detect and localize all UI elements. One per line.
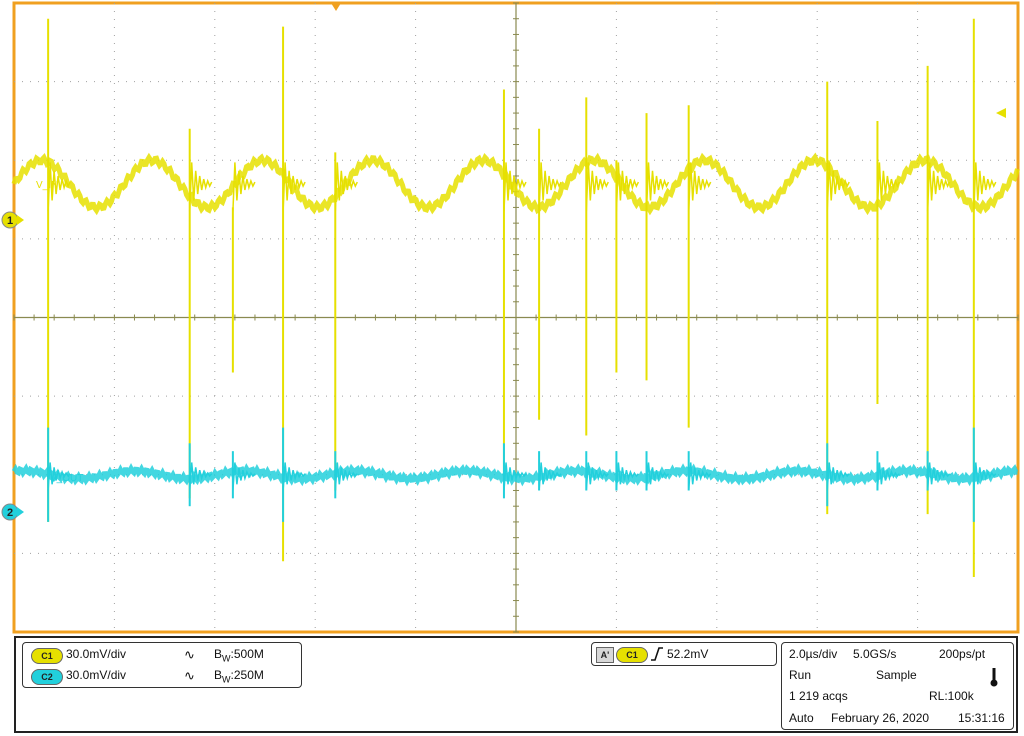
timebase: 2.0µs/div: [789, 647, 838, 661]
ringing-v-out: [538, 462, 562, 491]
acq-mode: Sample: [876, 668, 917, 682]
trigger-level: 52.2mV: [667, 647, 709, 661]
waveform-display: V_IN V_OUT 1 2: [1, 1, 1020, 634]
ringing-v-out: [503, 462, 527, 491]
acquisition-count: 1 219 acqs: [789, 689, 848, 703]
ringing-v-in: [926, 162, 951, 212]
c2-bandwidth: BW:250M: [214, 668, 264, 685]
c1-bandwidth-icon: ∿: [184, 647, 195, 662]
ringing-v-out: [973, 462, 997, 491]
ringing-v-in: [503, 162, 527, 212]
ringing-v-out: [926, 462, 951, 491]
ringing-v-in: [826, 162, 850, 212]
ringing-v-in: [232, 162, 256, 212]
sample-rate: 5.0GS/s: [853, 647, 897, 661]
ch1-ground-marker[interactable]: 1: [1, 211, 24, 229]
date: February 26, 2020: [831, 711, 930, 725]
ringing-v-out: [645, 462, 670, 491]
ch1-marker-label: 1: [7, 215, 13, 227]
ch2-marker-label: 2: [7, 507, 13, 519]
ringing-v-in: [645, 162, 670, 212]
c1-bandwidth: BW:500M: [214, 647, 264, 664]
trigger-mode-badge: A': [596, 647, 614, 663]
ringing-v-in: [334, 162, 358, 212]
ringing-v-out: [876, 462, 900, 491]
waveform-traces: [11, 18, 1020, 577]
c1-scale: 30.0mV/div: [66, 647, 127, 661]
ringing-v-in: [282, 162, 306, 212]
ringing-v-in: [973, 162, 997, 212]
ringing-v-in: [876, 162, 901, 212]
graticule-grid: [13, 2, 1019, 633]
ringing-v-out: [585, 462, 609, 491]
ringing-v-in: [687, 162, 712, 212]
ringing-v-in: [188, 162, 213, 212]
record-length: RL:100k: [929, 689, 974, 703]
trigger-level-icon[interactable]: [996, 108, 1006, 118]
ringing-v-out: [334, 462, 358, 491]
c1-badge[interactable]: C1: [31, 648, 63, 664]
ringing-v-in: [585, 162, 609, 212]
thermometer-icon: [990, 668, 998, 687]
ringing-v-in: [615, 162, 640, 212]
trigger-position-icon[interactable]: [331, 3, 341, 11]
ch2-ground-marker[interactable]: 2: [1, 503, 24, 521]
c2-scale: 30.0mV/div: [66, 668, 127, 682]
ringing-v-out: [615, 462, 639, 491]
trace-labels: V_IN V_OUT: [36, 180, 83, 484]
ringing-v-out: [232, 462, 256, 491]
ringing-v-out: [47, 462, 71, 491]
c2-badge[interactable]: C2: [31, 669, 63, 685]
resolution: 200ps/pt: [939, 647, 986, 661]
series-label-v-out: V_OUT: [50, 473, 83, 484]
ringing-v-out: [282, 462, 306, 491]
rising-edge-icon: [651, 647, 663, 661]
acquisition-box[interactable]: [781, 642, 1014, 730]
trigger-source-badge: C1: [616, 647, 648, 663]
ringing-v-in: [538, 162, 562, 212]
trace-v-in: [11, 152, 1020, 216]
time: 15:31:16: [958, 711, 1005, 725]
series-label-v-in: V_IN: [36, 180, 58, 191]
ringing-v-out: [687, 462, 712, 491]
ringing-v-out: [826, 462, 850, 491]
trigger-mode: Auto: [789, 711, 814, 725]
ringing-v-in: [47, 162, 71, 212]
run-state: Run: [789, 668, 812, 682]
ringing-v-out: [188, 462, 213, 491]
channel-settings-box[interactable]: [22, 642, 302, 688]
channel-markers: 1 2: [1, 3, 1006, 521]
c2-bandwidth-icon: ∿: [184, 668, 195, 683]
